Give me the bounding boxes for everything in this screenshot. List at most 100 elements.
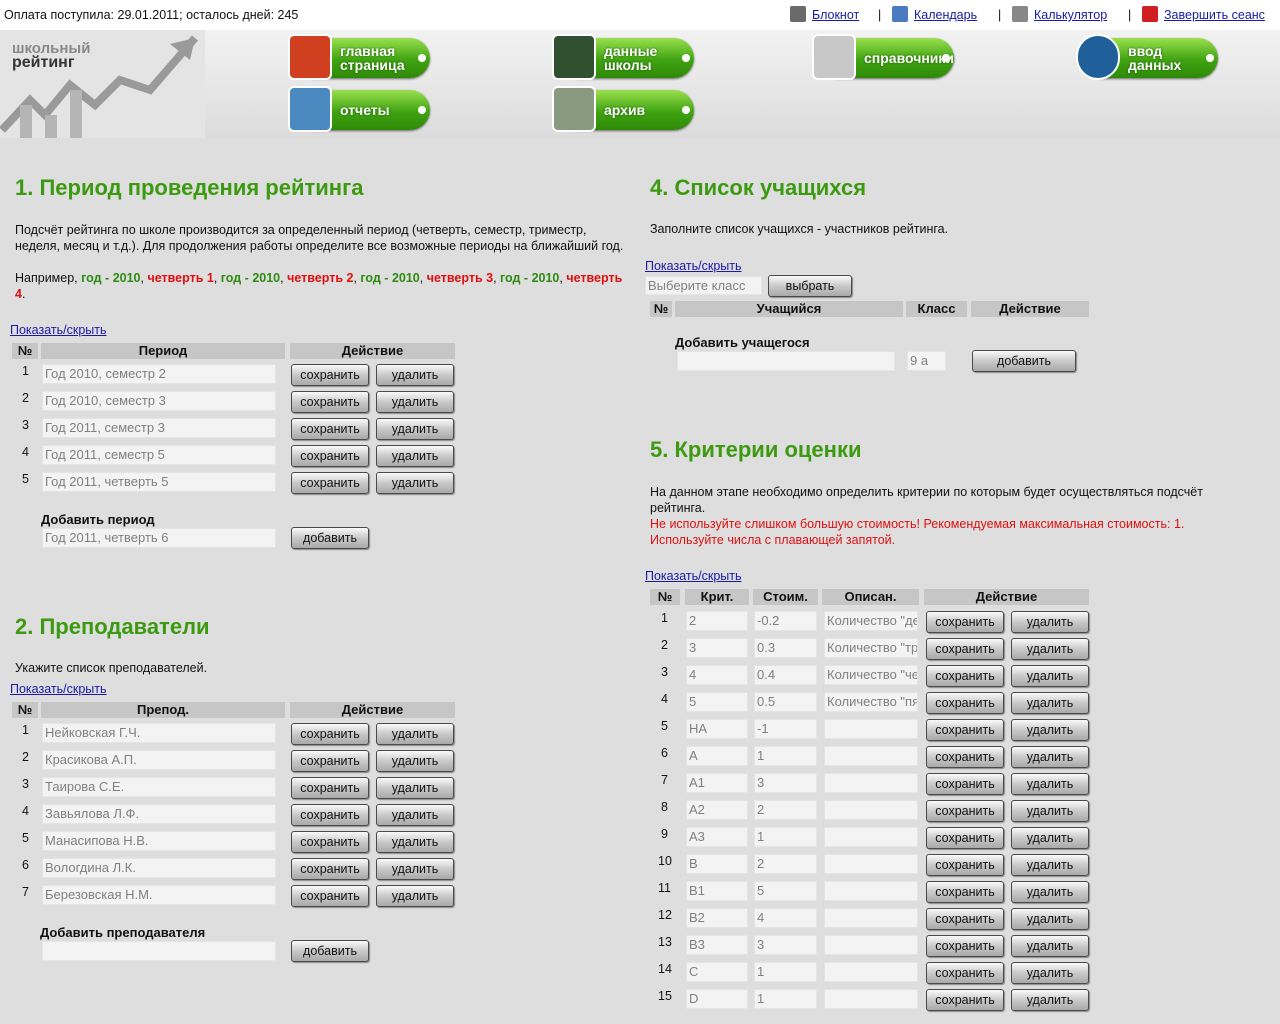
button[interactable]: удалить [376, 831, 454, 853]
text-input[interactable]: 0.3 [754, 638, 817, 658]
button[interactable]: сохранить [926, 908, 1004, 930]
button[interactable]: сохранить [291, 858, 369, 880]
text-input[interactable]: В2 [686, 908, 748, 928]
text-input[interactable]: 1 [754, 827, 817, 847]
text-input[interactable]: В [686, 854, 748, 874]
text-input[interactable]: 2 [754, 854, 817, 874]
text-input[interactable]: А [686, 746, 748, 766]
text-input[interactable]: 4 [754, 908, 817, 928]
button[interactable]: сохранить [291, 885, 369, 907]
button[interactable]: сохранить [926, 989, 1004, 1011]
text-input[interactable]: 5 [754, 881, 817, 901]
text-input[interactable] [824, 881, 918, 901]
text-input[interactable]: А2 [686, 800, 748, 820]
button[interactable]: сохранить [926, 827, 1004, 849]
button[interactable]: удалить [1011, 989, 1089, 1011]
button[interactable]: сохранить [926, 611, 1004, 633]
button[interactable]: удалить [376, 804, 454, 826]
button[interactable]: удалить [1011, 665, 1089, 687]
text-input[interactable]: В1 [686, 881, 748, 901]
button[interactable]: добавить [972, 350, 1076, 372]
button[interactable]: удалить [1011, 773, 1089, 795]
text-input[interactable]: 5 [686, 692, 748, 712]
button[interactable]: сохранить [291, 418, 369, 440]
button[interactable]: удалить [1011, 908, 1089, 930]
text-input[interactable] [824, 773, 918, 793]
text-input[interactable]: А3 [686, 827, 748, 847]
button[interactable]: удалить [376, 391, 454, 413]
text-input[interactable]: Год 2011, четверть 6 [42, 528, 276, 548]
toggle-link[interactable]: Показать/скрыть [645, 259, 742, 273]
button[interactable]: сохранить [926, 746, 1004, 768]
text-input[interactable]: 4 [686, 665, 748, 685]
top-link[interactable]: Блокнот [812, 8, 860, 22]
button[interactable]: удалить [1011, 935, 1089, 957]
button[interactable]: сохранить [291, 472, 369, 494]
text-input[interactable]: А1 [686, 773, 748, 793]
text-input[interactable]: 0.4 [754, 665, 817, 685]
button[interactable]: удалить [1011, 962, 1089, 984]
button[interactable]: сохранить [926, 665, 1004, 687]
button[interactable]: удалить [1011, 611, 1089, 633]
text-input[interactable] [824, 935, 918, 955]
button[interactable]: добавить [291, 527, 369, 549]
button[interactable]: выбрать [768, 275, 852, 297]
text-input[interactable]: 3 [754, 773, 817, 793]
text-input[interactable] [824, 719, 918, 739]
text-input[interactable]: 3 [686, 638, 748, 658]
text-input[interactable] [824, 827, 918, 847]
button[interactable]: удалить [376, 777, 454, 799]
text-input[interactable]: -0.2 [754, 611, 817, 631]
text-input[interactable]: Таирова С.Е. [42, 777, 276, 797]
button[interactable]: удалить [1011, 881, 1089, 903]
button[interactable]: сохранить [291, 391, 369, 413]
button[interactable]: удалить [1011, 854, 1089, 876]
button[interactable]: удалить [376, 885, 454, 907]
text-input[interactable]: D [686, 989, 748, 1009]
button[interactable]: удалить [1011, 800, 1089, 822]
text-input[interactable]: Завьялова Л.Ф. [42, 804, 276, 824]
class-select[interactable]: 9 а [907, 351, 946, 371]
button[interactable]: удалить [1011, 638, 1089, 660]
text-input[interactable]: 3 [754, 935, 817, 955]
text-input[interactable]: 1 [754, 962, 817, 982]
text-input[interactable] [824, 908, 918, 928]
text-input[interactable]: Нейковская Г.Ч. [42, 723, 276, 743]
button[interactable]: удалить [376, 858, 454, 880]
text-input[interactable]: Год 2011, семестр 3 [42, 418, 276, 438]
text-input[interactable] [824, 854, 918, 874]
text-input[interactable]: Красикова А.П. [42, 750, 276, 770]
button[interactable]: удалить [376, 723, 454, 745]
text-input[interactable] [677, 351, 895, 371]
button[interactable]: сохранить [926, 854, 1004, 876]
text-input[interactable]: -1 [754, 719, 817, 739]
text-input[interactable] [824, 962, 918, 982]
button[interactable]: удалить [376, 472, 454, 494]
text-input[interactable] [824, 800, 918, 820]
text-input[interactable] [824, 746, 918, 766]
text-input[interactable]: С [686, 962, 748, 982]
button[interactable]: сохранить [926, 719, 1004, 741]
top-link[interactable]: Календарь [914, 8, 978, 22]
button[interactable]: сохранить [291, 831, 369, 853]
text-input[interactable]: Год 2010, семестр 2 [42, 364, 276, 384]
text-input[interactable]: Год 2011, семестр 5 [42, 445, 276, 465]
button[interactable]: сохранить [926, 935, 1004, 957]
button[interactable]: сохранить [926, 800, 1004, 822]
text-input[interactable]: Количество "де [824, 611, 918, 631]
button[interactable]: сохранить [926, 692, 1004, 714]
text-input[interactable]: Количество "пя [824, 692, 918, 712]
text-input[interactable]: Год 2011, четверть 5 [42, 472, 276, 492]
class-select[interactable]: Выберите класс [645, 276, 762, 295]
button[interactable]: сохранить [926, 881, 1004, 903]
text-input[interactable]: Березовская Н.М. [42, 885, 276, 905]
button[interactable]: сохранить [291, 804, 369, 826]
text-input[interactable]: 2 [686, 611, 748, 631]
text-input[interactable] [824, 989, 918, 1009]
button[interactable]: сохранить [926, 638, 1004, 660]
text-input[interactable]: 1 [754, 746, 817, 766]
button[interactable]: сохранить [291, 777, 369, 799]
button[interactable]: удалить [1011, 692, 1089, 714]
toggle-link[interactable]: Показать/скрыть [10, 323, 107, 337]
button[interactable]: удалить [376, 750, 454, 772]
